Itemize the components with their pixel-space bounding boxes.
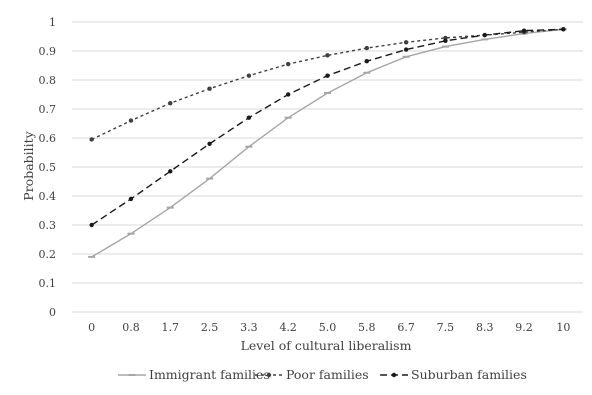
data-point-suburban-families: [89, 222, 94, 228]
data-point-poor-families: [285, 61, 291, 67]
gridlines: [72, 21, 583, 313]
x-tick-label: 1.7: [162, 321, 180, 334]
x-tick-label: 5.8: [358, 321, 376, 334]
legend-marker-suburban-families: [391, 372, 397, 378]
y-tick-label: 0.6: [39, 132, 57, 145]
legend-label-immigrant-families: Immigrant families: [149, 367, 270, 382]
data-point-poor-families: [364, 45, 370, 51]
data-point-suburban-families: [482, 32, 487, 38]
legend: Immigrant families Poor families Suburban …: [118, 367, 527, 382]
data-point-poor-families: [89, 137, 94, 142]
y-tick-label: 0.7: [39, 103, 57, 116]
legend-item-immigrant-families: Immigrant families: [118, 367, 270, 382]
data-point-suburban-families: [521, 28, 527, 33]
y-tick-label: 0.1: [39, 277, 57, 290]
legend-marker-poor-families: [266, 372, 272, 378]
data-point-suburban-families: [128, 196, 134, 202]
x-tick-label: 10: [556, 321, 570, 334]
y-tick-label: 0.8: [39, 74, 57, 87]
y-tick-label: 0.4: [39, 190, 57, 203]
data-point-suburban-families: [443, 38, 448, 44]
x-axis-title: Level of cultural liberalism: [241, 338, 412, 353]
y-axis-title: Probability: [21, 130, 36, 200]
data-point-poor-families: [403, 40, 409, 45]
series-immigrant-families: [88, 28, 567, 258]
series-line-poor-families: [91, 28, 564, 141]
x-tick-label: 7.5: [437, 321, 455, 334]
series-suburban-families: [89, 27, 566, 228]
x-tick-label: 9.2: [515, 321, 533, 334]
legend-label-poor-families: Poor families: [286, 367, 369, 382]
y-tick-label: 1: [49, 16, 56, 29]
data-point-poor-families: [128, 118, 134, 123]
data-point-suburban-families: [168, 169, 173, 174]
x-tick-label: 8.3: [476, 321, 494, 334]
data-point-poor-families: [207, 86, 212, 91]
x-tick-label: 6.7: [397, 321, 415, 334]
data-point-suburban-families: [246, 115, 252, 120]
legend-label-suburban-families: Suburban families: [411, 367, 527, 382]
data-point-suburban-families: [364, 58, 370, 64]
data-point-poor-families: [325, 53, 330, 58]
y-tick-label: 0: [49, 306, 56, 319]
x-tick-label: 5.0: [319, 321, 337, 334]
series-poor-families: [89, 27, 566, 142]
legend-item-poor-families: Poor families: [255, 367, 369, 382]
data-point-suburban-families: [207, 141, 212, 146]
x-tick-label: 2.5: [201, 321, 219, 334]
data-point-suburban-families: [403, 47, 409, 52]
x-tick-label: 0.8: [122, 321, 140, 334]
y-tick-label: 0.9: [39, 45, 57, 58]
y-axis-ticks: 0 0.1 0.2 0.3 0.4 0.5 0.6 0.7 0.8 0.9 1: [39, 16, 57, 319]
data-point-suburban-families: [285, 92, 291, 97]
data-point-poor-families: [246, 73, 252, 78]
data-point-suburban-families: [561, 27, 566, 32]
x-axis-ticks: 0 0.8 1.7 2.5 3.3 4.2 5.0 5.8 6.7 7.5 8.3 9.2 10: [88, 321, 570, 334]
y-tick-label: 0.3: [39, 219, 57, 232]
series-line-immigrant-families: [91, 28, 564, 258]
legend-item-suburban-families: Suburban families: [380, 367, 527, 382]
y-tick-label: 0.5: [39, 161, 57, 174]
x-tick-label: 4.2: [279, 321, 297, 334]
data-point-poor-families: [168, 101, 173, 106]
y-tick-label: 0.2: [39, 248, 57, 261]
series-lines: [88, 27, 567, 258]
x-tick-label: 3.3: [240, 321, 258, 334]
x-tick-label: 0: [88, 321, 95, 334]
data-point-suburban-families: [325, 73, 330, 78]
